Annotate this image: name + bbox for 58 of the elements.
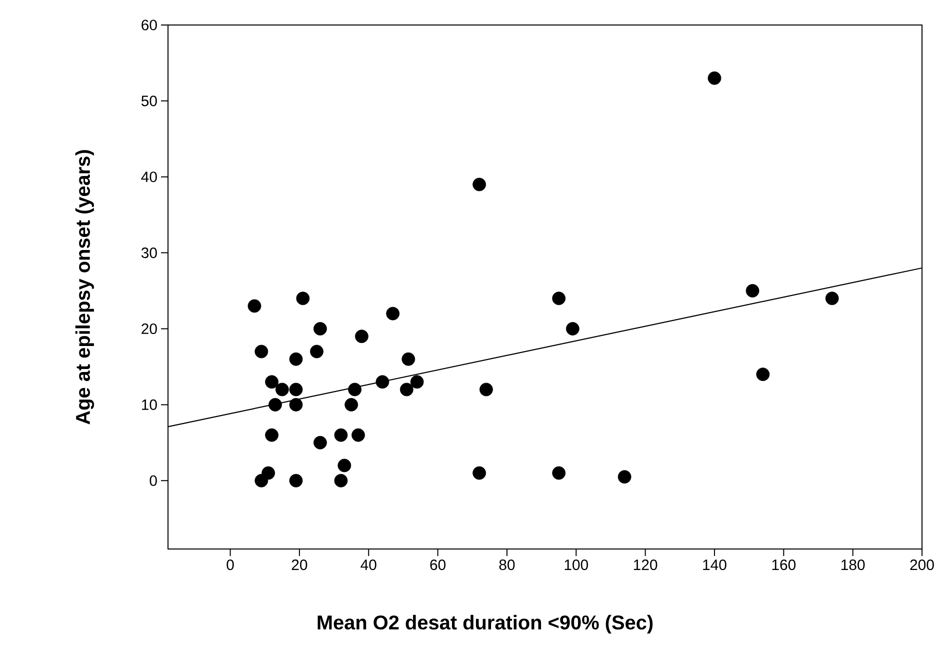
point <box>338 458 352 472</box>
x-tick-label: 80 <box>499 560 515 570</box>
point <box>254 344 268 358</box>
point <box>746 284 760 298</box>
point <box>756 368 770 382</box>
point <box>552 292 566 306</box>
point <box>310 344 324 358</box>
point <box>472 178 486 192</box>
point <box>354 330 368 344</box>
point <box>268 398 282 412</box>
x-tick-label: 0 <box>226 560 234 570</box>
point <box>386 306 400 320</box>
x-tick-label: 60 <box>430 560 446 570</box>
point <box>289 352 303 366</box>
point <box>334 428 348 442</box>
point <box>348 382 362 396</box>
point <box>313 322 327 336</box>
y-tick-label: 60 <box>142 20 157 30</box>
point <box>618 470 632 484</box>
y-tick-label: 30 <box>141 248 157 258</box>
x-axis-title: Mean O2 desat duration <90% (Sec) <box>318 614 653 634</box>
point <box>400 382 414 396</box>
point <box>410 375 424 389</box>
point <box>552 466 566 480</box>
point <box>708 71 722 85</box>
point <box>289 474 303 488</box>
x-tick-label: 20 <box>292 560 308 570</box>
point <box>262 466 276 480</box>
point <box>265 428 278 442</box>
point <box>402 352 416 366</box>
x-tick-label: 140 <box>703 560 726 570</box>
point <box>289 398 303 412</box>
x-tick-label: 100 <box>564 560 588 570</box>
point <box>344 398 358 412</box>
x-tick-label: 120 <box>634 560 658 570</box>
point <box>825 292 839 306</box>
point <box>313 436 327 450</box>
y-tick-label: 10 <box>142 399 157 410</box>
point <box>376 375 390 389</box>
y-axis-title: Age at epilepsy onset (years) <box>75 150 94 424</box>
x-tick-label: 40 <box>360 560 376 570</box>
point <box>352 428 365 442</box>
point <box>334 474 348 488</box>
x-tick-label: 160 <box>772 560 796 570</box>
y-tick-label: 0 <box>150 475 157 486</box>
x-tick-label: 200 <box>910 560 934 570</box>
y-tick-label: 20 <box>142 323 157 334</box>
y-tick-label: 50 <box>141 96 157 106</box>
x-tick-label: 180 <box>842 560 865 570</box>
point <box>472 466 486 480</box>
point <box>265 375 278 389</box>
point <box>275 382 289 396</box>
point <box>296 292 310 306</box>
point <box>566 322 580 336</box>
point <box>480 382 493 396</box>
y-tick-label: 40 <box>141 172 157 182</box>
point <box>248 299 262 313</box>
point <box>289 382 303 396</box>
